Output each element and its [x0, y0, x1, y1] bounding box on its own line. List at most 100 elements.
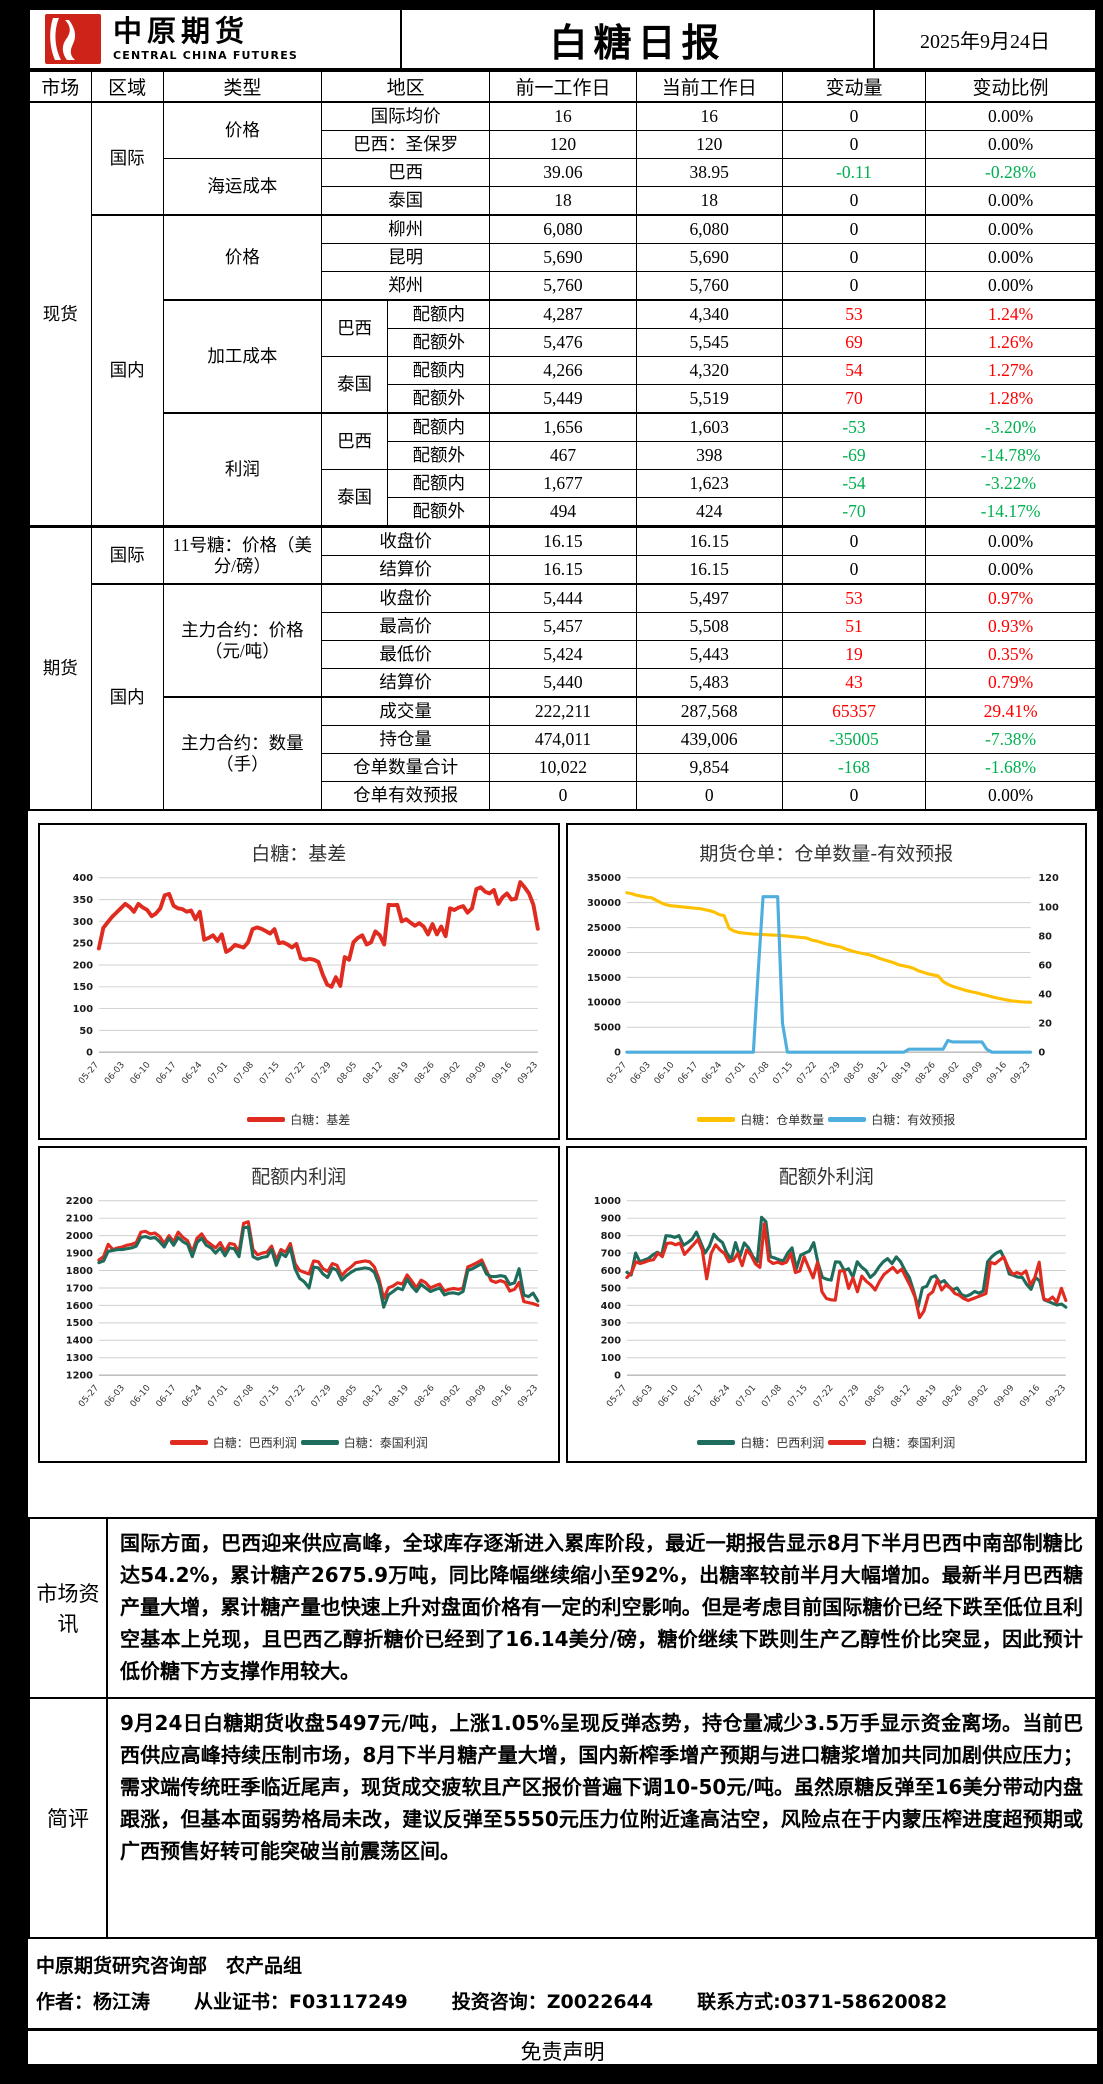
svg-text:09-16: 09-16	[490, 1383, 514, 1409]
svg-text:40: 40	[1038, 989, 1052, 1000]
chart-legend: 白糖：仓单数量 白糖：有效预报	[572, 1111, 1082, 1128]
report-date: 2025年9月24日	[873, 8, 1097, 70]
table-row: 国内 主力合约：价格（元/吨） 收盘价 5,444 5,497 53 0.97%	[29, 583, 1097, 811]
legend-label: 白糖：仓单数量	[740, 1112, 825, 1127]
svg-text:5000: 5000	[593, 1023, 620, 1034]
svg-text:07-29: 07-29	[309, 1383, 333, 1409]
svg-text:09-02: 09-02	[439, 1383, 463, 1409]
market-info-label: 市场资讯	[28, 1516, 108, 1699]
table-cell: 29.41%	[925, 696, 1097, 726]
table-row: 泰国 18 18 0 0.00%	[29, 186, 1097, 216]
report-footer: 中原期货研究咨询部 农产品组 作者：杨江涛 从业证书：F03117249 投资咨…	[28, 1939, 1097, 2014]
svg-text:05-27: 05-27	[605, 1060, 629, 1086]
table-row: 结算价 5,440 5,483 43 0.79%	[29, 668, 1097, 698]
comment-label: 简评	[28, 1696, 108, 1939]
table-cell: 1,603	[635, 412, 783, 442]
table-cell: 巴西：圣保罗	[321, 130, 491, 159]
table-cell: 0	[781, 525, 927, 556]
svg-text:07-15: 07-15	[771, 1060, 795, 1086]
legend-swatch-icon	[697, 1439, 736, 1445]
table-cell: -53	[781, 412, 927, 442]
svg-text:05-27: 05-27	[77, 1383, 101, 1409]
table-cell: 价格	[162, 214, 323, 301]
table-cell: -70	[781, 497, 927, 527]
svg-text:08-19: 08-19	[889, 1060, 913, 1086]
svg-text:60: 60	[1038, 960, 1052, 971]
table-cell: -1.68%	[925, 753, 1097, 782]
table-cell: 0	[635, 781, 783, 811]
table-row: 配额外 494 424 -70 -14.17%	[29, 497, 1097, 527]
table-cell: 53	[781, 583, 927, 613]
table-cell: 5,444	[489, 583, 637, 613]
svg-text:08-19: 08-19	[914, 1383, 938, 1409]
legend-label: 白糖：基差	[290, 1112, 351, 1127]
table-cell: 494	[489, 497, 637, 527]
col-region: 区域	[90, 70, 164, 103]
table-cell: 0.00%	[925, 214, 1097, 244]
table-cell: -14.17%	[925, 497, 1097, 527]
svg-text:1500: 1500	[66, 1318, 93, 1329]
chart-title: 配额内利润	[251, 1165, 347, 1188]
table-cell: 4,287	[489, 299, 637, 329]
table-cell: 主力合约：数量（手）	[162, 696, 323, 811]
table-cell: 海运成本	[162, 158, 323, 216]
table-cell: 0	[781, 781, 927, 811]
disclaimer-title: 免责声明	[28, 2027, 1097, 2064]
table-cell: 467	[489, 441, 637, 470]
table-cell: 昆明	[321, 243, 491, 272]
svg-text:400: 400	[73, 873, 94, 884]
legend-item: 白糖：泰国利润	[828, 1434, 955, 1451]
svg-text:80: 80	[1038, 931, 1052, 942]
table-cell: 4,340	[635, 299, 783, 329]
table-cell: 1.28%	[925, 384, 1097, 414]
charts-grid: 白糖：基差 0 50 100 150 200 250 300 350 400 05-27 06-03 0…	[38, 823, 1087, 1463]
table-cell: 5,497	[635, 583, 783, 613]
table-cell: 65357	[781, 696, 927, 726]
svg-text:06-17: 06-17	[155, 1383, 179, 1409]
table-cell: 柳州	[321, 214, 491, 244]
table-cell: 39.06	[489, 158, 637, 187]
svg-text:06-10: 06-10	[652, 1060, 676, 1086]
svg-text:07-22: 07-22	[284, 1383, 308, 1409]
svg-text:08-05: 08-05	[842, 1060, 866, 1086]
legend-item: 白糖：有效预报	[828, 1111, 955, 1128]
svg-text:09-09: 09-09	[992, 1383, 1016, 1409]
table-cell: 4,266	[489, 356, 637, 385]
market-info-text: 国际方面，巴西迎来供应高峰，全球库存逐渐进入累库阶段，最近一期报告显示8月下半月…	[106, 1516, 1097, 1699]
svg-text:06-17: 06-17	[155, 1060, 179, 1086]
table-cell: 5,690	[635, 243, 783, 272]
svg-text:100: 100	[1038, 902, 1059, 913]
table-cell: 国内	[90, 583, 164, 811]
svg-text:200: 200	[73, 960, 94, 971]
table-cell: 0.00%	[925, 781, 1097, 811]
table-cell: 现货	[28, 101, 92, 527]
table-cell: 配额内	[387, 356, 491, 385]
legend-swatch-icon	[169, 1439, 208, 1445]
advisory-cert: 投资咨询：Z0022644	[451, 1990, 654, 2013]
table-cell: 16.15	[635, 525, 783, 556]
table-row: 持仓量 474,011 439,006 -35005 -7.38%	[29, 725, 1097, 754]
svg-text:07-15: 07-15	[258, 1383, 282, 1409]
notes-table: 市场资讯 国际方面，巴西迎来供应高峰，全球库存逐渐进入累库阶段，最近一期报告显示…	[28, 1516, 1097, 1939]
table-cell: 0	[781, 101, 927, 131]
svg-text:100: 100	[73, 1004, 94, 1015]
logo-cell: 中原期货 CENTRAL CHINA FUTURES	[28, 8, 402, 70]
table-cell: 国际	[90, 101, 164, 216]
table-cell: 0	[489, 781, 637, 811]
legend-swatch-icon	[697, 1116, 736, 1122]
table-cell: 配额内	[387, 412, 491, 442]
table-cell: 16.15	[489, 525, 637, 556]
col-curr-workday: 当前工作日	[635, 70, 783, 103]
svg-text:07-08: 07-08	[759, 1383, 783, 1409]
table-row: 仓单数量合计 10,022 9,854 -168 -1.68%	[29, 753, 1097, 782]
table-row: 主力合约：数量（手） 成交量 222,211 287,568 65357 29.41%	[29, 696, 1097, 811]
svg-text:07-15: 07-15	[785, 1383, 809, 1409]
svg-text:08-05: 08-05	[863, 1383, 887, 1409]
table-cell: 0	[781, 271, 927, 301]
svg-text:2000: 2000	[66, 1231, 93, 1242]
author: 作者：杨江涛	[36, 1990, 151, 2013]
svg-text:08-26: 08-26	[913, 1060, 937, 1086]
table-cell: 5,760	[635, 271, 783, 301]
